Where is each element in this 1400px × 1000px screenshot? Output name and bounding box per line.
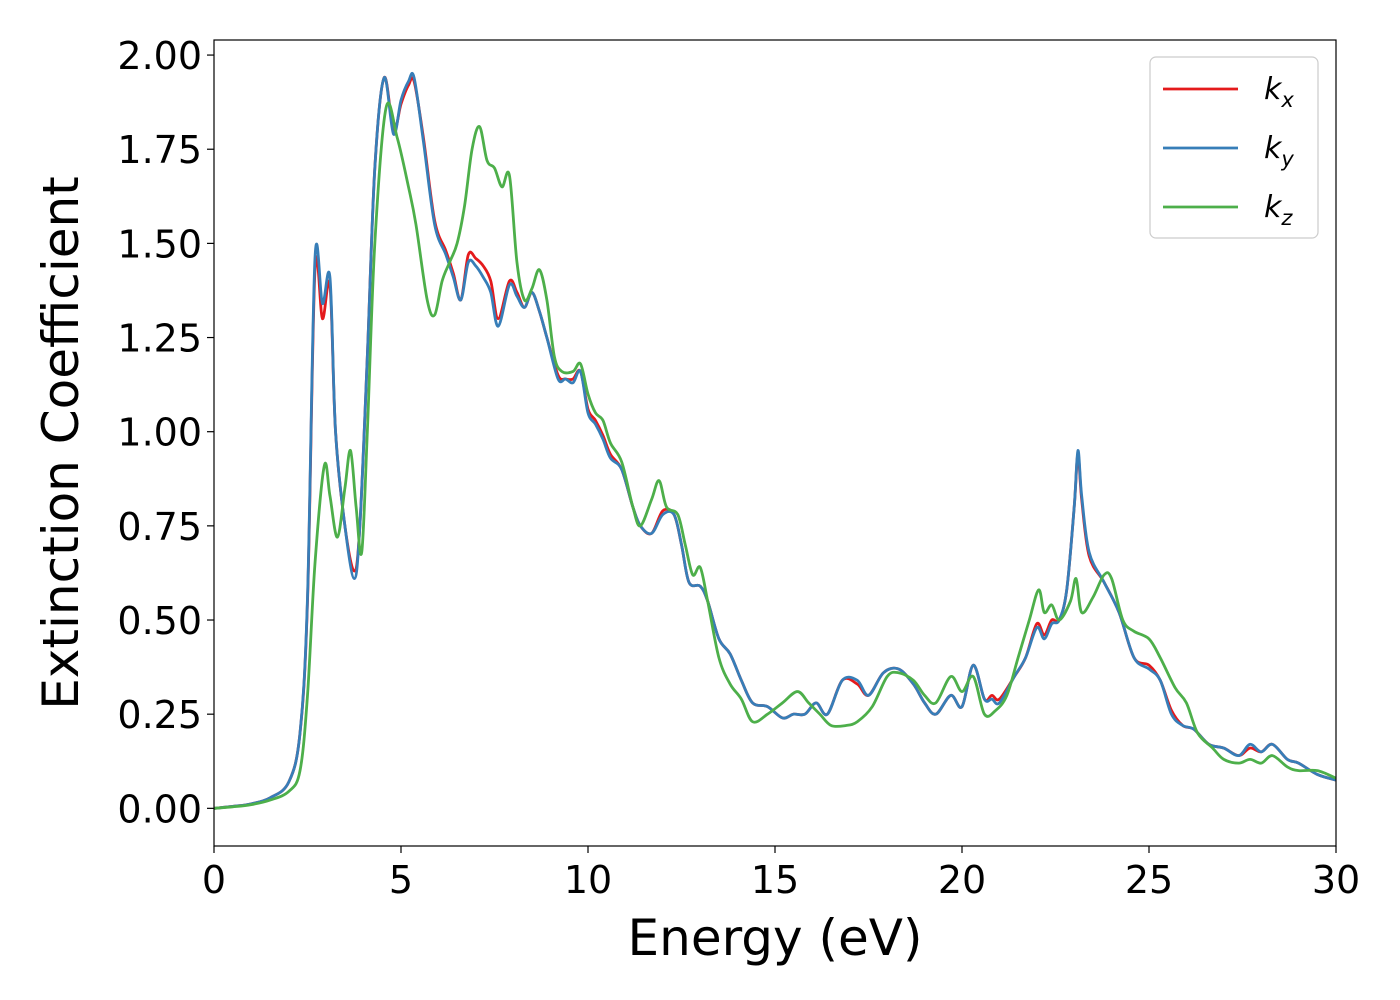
x-tick-label: 15	[751, 858, 799, 902]
y-tick-label: 0.50	[117, 599, 202, 643]
legend-label-main: k	[1264, 72, 1283, 107]
legend-label-main: k	[1264, 131, 1283, 166]
y-axis-ticks: 0.00 0.25 0.50 0.75 1.00 1.25 1.50 1.75 2.00	[117, 34, 214, 831]
y-tick-label: 0.25	[117, 693, 202, 737]
series-line-kz	[214, 101, 1336, 810]
legend-label-kx: kx	[1264, 72, 1294, 112]
y-tick-label: 1.00	[117, 411, 202, 455]
legend-label-main: k	[1264, 190, 1283, 225]
legend-label-ky: ky	[1264, 131, 1294, 171]
legend-label-subscript: y	[1280, 147, 1294, 171]
y-tick-label: 1.25	[117, 317, 202, 361]
x-tick-label: 10	[564, 858, 612, 902]
y-tick-label: 0.75	[117, 505, 202, 549]
series-lines	[214, 72, 1336, 810]
x-axis-ticks: 0 5 10 15 20 25 30	[202, 846, 1360, 902]
y-axis-title: Extinction Coefficient	[32, 176, 90, 710]
x-tick-label: 25	[1125, 858, 1173, 902]
plot-area	[213, 39, 1337, 847]
legend-label-kz: kz	[1264, 190, 1293, 230]
x-axis-title: Energy (eV)	[628, 909, 923, 967]
y-tick-label: 1.50	[117, 222, 202, 266]
y-tick-label: 2.00	[117, 34, 202, 78]
x-tick-label: 30	[1312, 858, 1360, 902]
x-tick-label: 5	[389, 858, 413, 902]
y-tick-label: 1.75	[117, 128, 202, 172]
x-tick-label: 0	[202, 858, 226, 902]
series-line-ky	[214, 72, 1336, 810]
x-tick-label: 20	[938, 858, 986, 902]
y-tick-label: 0.00	[117, 787, 202, 831]
legend-label-subscript: z	[1280, 206, 1293, 230]
legend-label-subscript: x	[1280, 88, 1294, 112]
